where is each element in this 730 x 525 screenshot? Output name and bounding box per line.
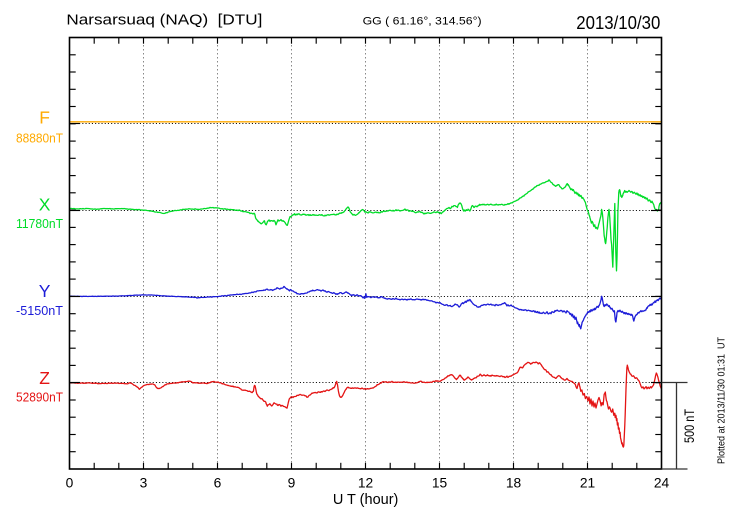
svg-text:Plotted at 2013/11/30 01:31 U: Plotted at 2013/11/30 01:31 UT — [717, 336, 728, 464]
svg-text:21: 21 — [580, 476, 595, 491]
svg-text:6: 6 — [214, 476, 222, 491]
svg-text:2013/10/30: 2013/10/30 — [576, 13, 660, 33]
svg-text:Y: Y — [39, 281, 51, 301]
svg-text:52890nT: 52890nT — [16, 389, 63, 404]
svg-text:Narsarsuaq (NAQ) [DTU]: Narsarsuaq (NAQ) [DTU] — [66, 13, 262, 29]
svg-text:X: X — [39, 195, 51, 215]
svg-text:-5150nT: -5150nT — [16, 303, 63, 318]
svg-text:F: F — [39, 108, 50, 128]
svg-text:12: 12 — [358, 476, 373, 491]
svg-text:0: 0 — [66, 476, 74, 491]
svg-text:18: 18 — [506, 476, 522, 491]
svg-text:3: 3 — [140, 476, 148, 491]
svg-text:11780nT: 11780nT — [16, 216, 63, 231]
svg-text:GG ( 61.16°, 314.56°): GG ( 61.16°, 314.56°) — [363, 16, 482, 28]
svg-text:24: 24 — [654, 476, 670, 491]
svg-text:15: 15 — [432, 476, 448, 491]
svg-text:500 nT: 500 nT — [682, 409, 697, 443]
svg-text:9: 9 — [288, 476, 296, 491]
svg-text:88880nT: 88880nT — [16, 131, 63, 146]
svg-text:U T (hour): U T (hour) — [333, 492, 399, 508]
svg-text:Z: Z — [39, 368, 50, 388]
